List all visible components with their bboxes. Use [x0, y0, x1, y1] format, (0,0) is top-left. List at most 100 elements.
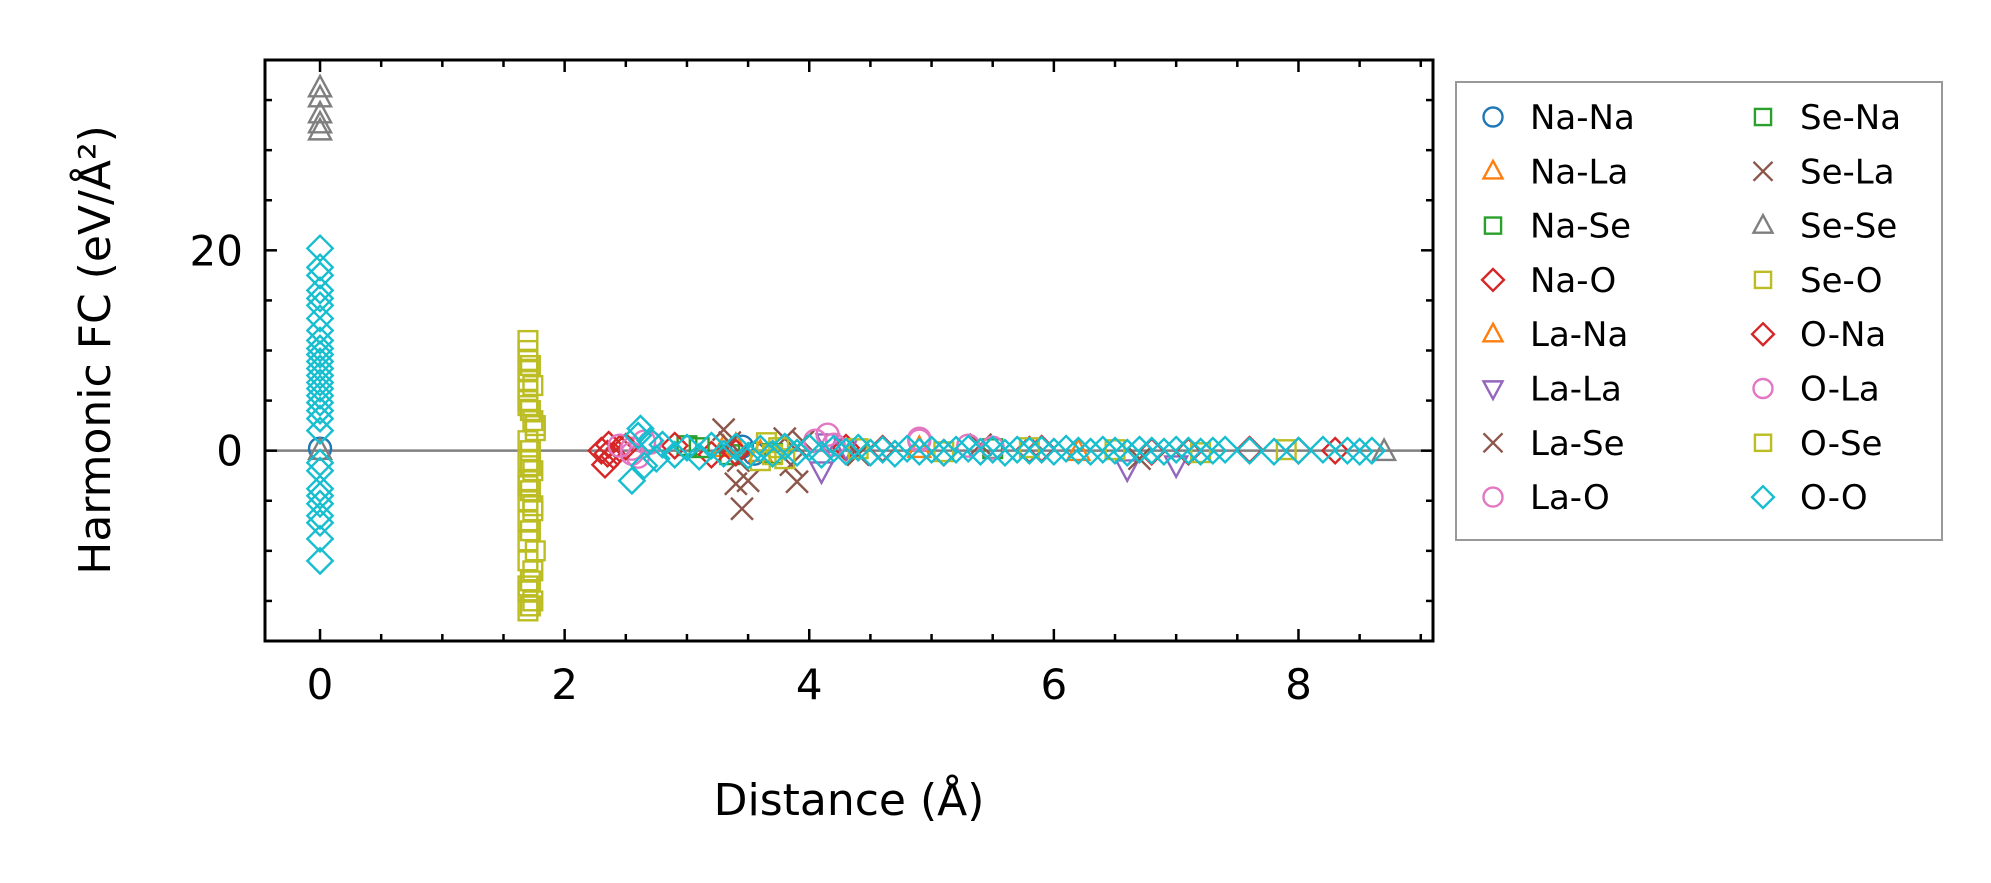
data-point-o-o: [305, 508, 335, 538]
data-point-la-la: [1163, 455, 1190, 480]
legend-label: Se-Na: [1800, 98, 1901, 138]
data-point-se-se: [307, 116, 334, 141]
data-point-o-o: [305, 304, 335, 333]
data-point-se-na: [688, 437, 710, 459]
data-point-o-o: [1051, 434, 1081, 464]
legend-label: O-O: [1800, 478, 1868, 518]
data-point-se-o: [519, 455, 541, 477]
data-point-se-o: [519, 354, 541, 377]
data-point-o-se: [1275, 439, 1297, 461]
data-point-o-o: [1088, 435, 1118, 465]
data-point-o-o: [1198, 436, 1228, 466]
x-tick-label: 4: [796, 660, 823, 709]
legend-marker: [1483, 216, 1503, 235]
data-point-o-se: [774, 448, 796, 470]
data-point-o-o: [305, 456, 335, 486]
legend-marker: [1481, 321, 1505, 343]
data-point-o-o: [733, 441, 763, 471]
data-point-na-o: [660, 431, 690, 461]
data-point-o-o: [1174, 436, 1203, 466]
data-point-o-o: [1063, 436, 1093, 466]
data-point-o-o: [929, 438, 959, 468]
data-point-o-o: [721, 432, 751, 462]
legend-label: Se-Se: [1800, 207, 1897, 247]
plot-frame: [263, 58, 1435, 643]
data-point-o-o: [305, 361, 335, 390]
data-point-se-se: [307, 73, 334, 98]
data-point-se-se: [307, 83, 334, 108]
data-point-o-o: [305, 233, 335, 263]
data-point-o-la: [607, 433, 632, 458]
data-point-o-o: [856, 438, 885, 468]
data-point-o-o: [305, 416, 335, 445]
data-point-se-se: [1371, 437, 1398, 462]
tick-labels: 0 2 4 6 8 0 20: [190, 226, 1312, 709]
data-point-se-o: [517, 575, 539, 597]
data-point-o-o: [305, 546, 335, 576]
data-point-o-o: [629, 451, 659, 481]
legend-marker: [1753, 107, 1773, 127]
data-point-o-o: [807, 440, 836, 470]
data-point-o-o: [966, 437, 995, 467]
legend-marker: [1482, 486, 1504, 508]
data-point-o-o: [305, 284, 335, 313]
data-point-o-o: [305, 396, 335, 425]
legend-label: La-Se: [1530, 424, 1625, 464]
legend-label: La-La: [1530, 370, 1622, 410]
data-point-o-o: [758, 439, 787, 469]
data-point-o-o: [305, 388, 335, 417]
data-point-o-se: [1104, 439, 1126, 461]
y-tick-label: 0: [216, 427, 243, 476]
legend-marker: [1481, 380, 1505, 402]
data-point-o-o: [1259, 437, 1289, 467]
data-point-se-o: [522, 375, 544, 397]
data-point-o-o: [305, 404, 335, 433]
data-point-la-la: [1114, 459, 1141, 484]
data-point-o-o: [305, 501, 335, 531]
data-point-o-o: [1015, 436, 1044, 466]
legend-marker: [1752, 377, 1774, 400]
data-point-o-o: [941, 435, 971, 465]
legend-label: O-Na: [1800, 315, 1886, 355]
data-points: [305, 73, 1398, 622]
data-point-se-o: [522, 495, 544, 517]
data-point-o-o: [1125, 435, 1154, 465]
data-point-o-o: [305, 253, 335, 282]
data-point-o-o: [305, 489, 335, 519]
data-point-na-o: [1320, 436, 1350, 466]
data-point-o-o: [305, 340, 335, 369]
legend-label: Na-Se: [1530, 207, 1631, 247]
data-point-o-o: [782, 438, 812, 468]
legend-marker: [1751, 212, 1775, 234]
data-point-se-o: [517, 600, 539, 622]
data-point-o-o: [709, 439, 738, 469]
legend-marker: [1482, 432, 1504, 454]
legend-marker: [1752, 160, 1774, 182]
data-point-o-se: [1190, 442, 1212, 464]
legend-marker: [1750, 321, 1776, 347]
data-point-o-o: [831, 437, 861, 467]
data-point-o-o: [1357, 436, 1387, 466]
y-tick-label: 20: [190, 226, 243, 275]
legend-label: La-Na: [1530, 315, 1628, 355]
x-tick-label: 2: [551, 660, 578, 709]
data-point-o-o: [305, 474, 335, 504]
data-point-se-o: [517, 475, 539, 497]
legend-marker: [1750, 484, 1776, 510]
data-point-o-o: [672, 433, 702, 463]
legend-marker: [1482, 106, 1504, 128]
data-point-la-se: [736, 468, 760, 493]
data-point-o-o: [305, 524, 335, 554]
legend-label: Na-La: [1530, 152, 1628, 192]
legend-label: O-Se: [1800, 424, 1882, 464]
data-point-o-o: [305, 326, 335, 355]
data-point-o-o: [1161, 435, 1191, 465]
data-point-o-o: [305, 334, 335, 363]
data-point-o-o: [1137, 436, 1167, 466]
x-tick-label: 0: [307, 660, 334, 709]
data-point-o-o: [305, 374, 335, 403]
data-point-o-o: [1039, 437, 1069, 467]
data-point-o-o: [880, 439, 910, 469]
legend-marker: [1753, 433, 1773, 453]
